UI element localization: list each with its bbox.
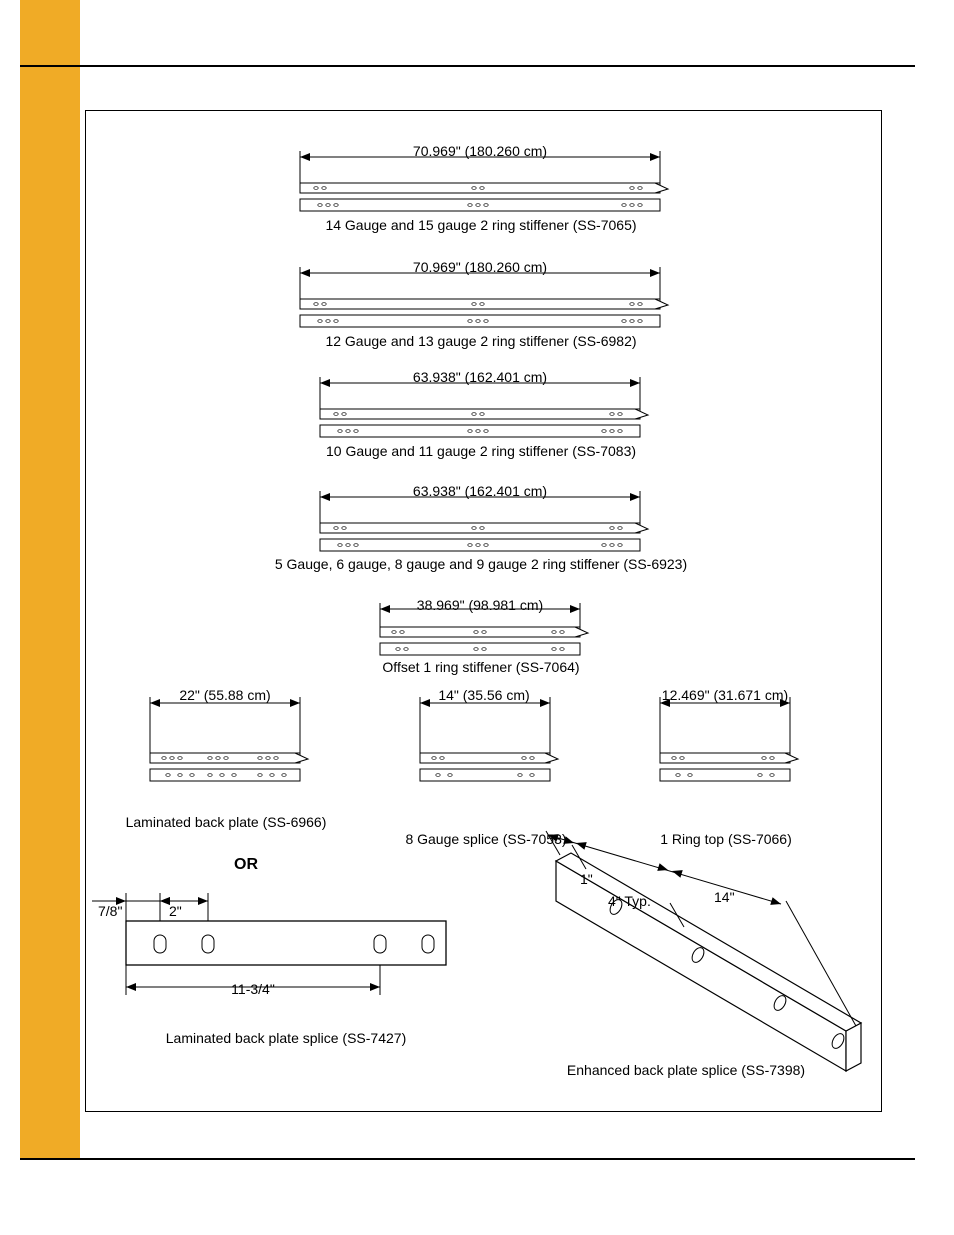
gold-sidebar xyxy=(20,0,80,1160)
dim-offset: 38.969" (98.981 cm) xyxy=(380,597,580,614)
enh-splice-group xyxy=(546,831,861,1071)
gsplice-group xyxy=(420,697,558,781)
cap-stiff3: 10 Gauge and 11 gauge 2 ring stiffener (… xyxy=(246,443,716,460)
enh-dim-a: 1" xyxy=(580,871,593,888)
enh-dim-b: 4" Typ. xyxy=(608,893,651,910)
bottom-rule xyxy=(20,1158,915,1160)
or-label: OR xyxy=(216,855,276,874)
dim-stiff2: 70.969" (180.260 cm) xyxy=(300,259,660,276)
cap-gsplice: 8 Gauge splice (SS-7053) xyxy=(386,831,586,848)
dim-stiff3: 63.938" (162.401 cm) xyxy=(320,369,640,386)
lam-group xyxy=(150,697,308,781)
cap-stiff4: 5 Gauge, 6 gauge, 8 gauge and 9 gauge 2 … xyxy=(186,556,776,573)
cap-lam: Laminated back plate (SS-6966) xyxy=(106,814,346,831)
figure-frame: 70.969" (180.260 cm) 14 Gauge and 15 gau… xyxy=(85,110,882,1112)
lam-dim-a: 7/8" xyxy=(98,903,122,920)
stiff2-group xyxy=(300,267,668,327)
stiff4-group xyxy=(320,491,648,551)
dim-lam: 22" (55.88 cm) xyxy=(132,687,318,704)
stiff3-group xyxy=(320,377,648,437)
cap-offset: Offset 1 ring stiffener (SS-7064) xyxy=(326,659,636,676)
dim-stiff4: 63.938" (162.401 cm) xyxy=(320,483,640,500)
stiff1-group xyxy=(300,151,668,211)
enh-splice-caption: Enhanced back plate splice (SS-7398) xyxy=(526,1062,846,1079)
ringtop-group xyxy=(660,697,798,781)
cap-stiff1: 14 Gauge and 15 gauge 2 ring stiffener (… xyxy=(246,217,716,234)
dim-stiff1: 70.969" (180.260 cm) xyxy=(300,143,660,160)
lam-splice-group xyxy=(92,893,446,995)
dim-ringtop: 12.469" (31.671 cm) xyxy=(636,687,814,704)
lam-dim-c: 11-3/4" xyxy=(126,981,380,998)
cap-stiff2: 12 Gauge and 13 gauge 2 ring stiffener (… xyxy=(246,333,716,350)
dim-gsplice: 14" (35.56 cm) xyxy=(404,687,564,704)
lam-dim-b: 2" xyxy=(169,903,182,920)
top-rule xyxy=(20,65,915,67)
cap-ringtop: 1 Ring top (SS-7066) xyxy=(626,831,826,848)
enh-dim-c: 14" xyxy=(714,889,735,906)
lam-splice-caption: Laminated back plate splice (SS-7427) xyxy=(126,1030,446,1047)
page: 70.969" (180.260 cm) 14 Gauge and 15 gau… xyxy=(0,0,954,1235)
